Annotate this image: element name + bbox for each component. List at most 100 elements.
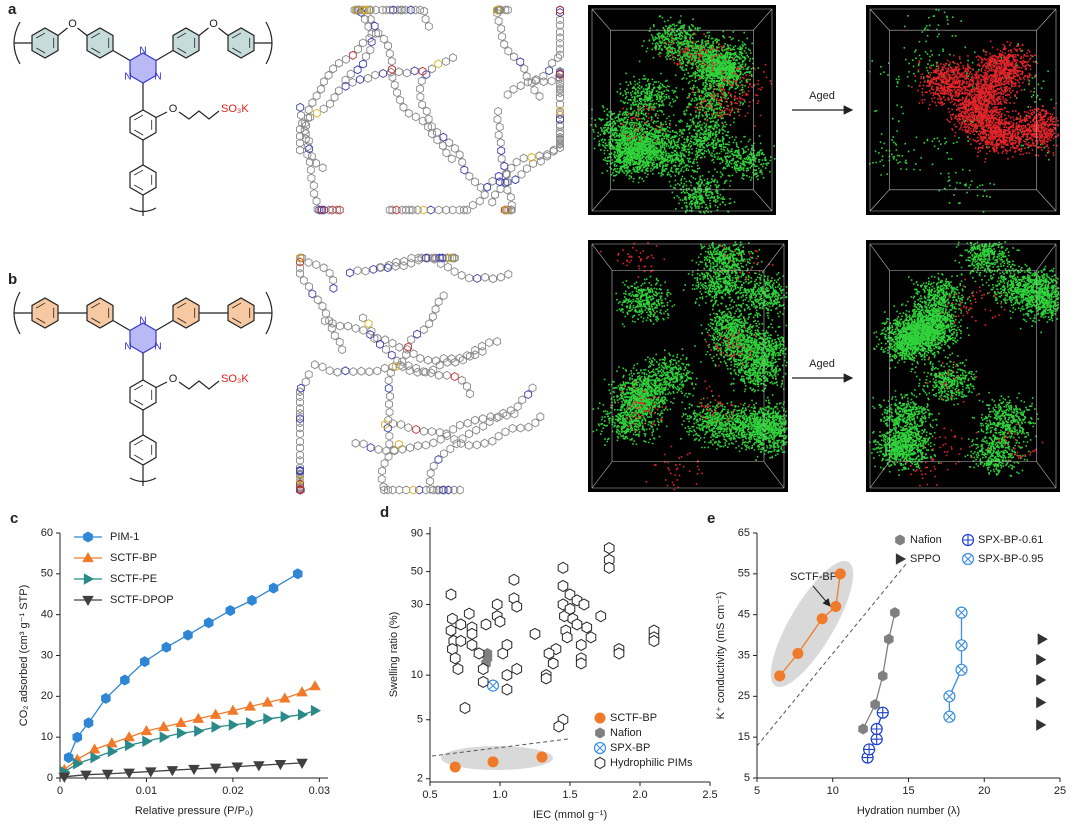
highlight bbox=[441, 746, 553, 770]
ring bbox=[129, 434, 157, 466]
marker bbox=[297, 708, 309, 721]
marker bbox=[890, 607, 900, 619]
y-tick-label: 0 bbox=[47, 772, 53, 784]
marker bbox=[585, 631, 597, 644]
marker-cross bbox=[877, 707, 889, 719]
bond bbox=[155, 381, 168, 389]
panel-label: b bbox=[8, 271, 17, 288]
marker bbox=[280, 710, 291, 723]
molecule-network bbox=[296, 253, 454, 495]
marker bbox=[480, 618, 492, 631]
marker bbox=[1036, 719, 1047, 731]
marker bbox=[487, 756, 499, 768]
marker bbox=[595, 610, 607, 623]
marker bbox=[203, 617, 214, 629]
series-line bbox=[64, 762, 303, 778]
marker bbox=[183, 629, 193, 641]
atom-o: O bbox=[169, 373, 178, 385]
marker bbox=[870, 733, 883, 746]
y-tick-label: 20 bbox=[41, 690, 53, 702]
series-line bbox=[63, 709, 316, 773]
y-tick-label: 50 bbox=[411, 566, 423, 578]
x-tick-label: 5 bbox=[754, 785, 760, 797]
marker bbox=[494, 615, 506, 628]
marker bbox=[188, 764, 200, 776]
marker bbox=[564, 602, 576, 615]
marker bbox=[144, 767, 157, 778]
ring bbox=[31, 27, 59, 59]
marker bbox=[955, 663, 968, 676]
marker bbox=[274, 759, 287, 771]
sulfonate: SO₃K bbox=[221, 373, 249, 385]
atom-o: O bbox=[169, 103, 178, 115]
series-line bbox=[68, 573, 299, 758]
marker bbox=[192, 712, 205, 723]
box-wireframe bbox=[591, 8, 773, 212]
marker bbox=[176, 727, 188, 739]
y-tick-label: 45 bbox=[738, 609, 750, 621]
x-tick-label: 1.0 bbox=[492, 789, 507, 801]
x-tick-label: 0 bbox=[57, 785, 63, 797]
x-tick-label: 1.5 bbox=[562, 789, 577, 801]
marker bbox=[211, 721, 222, 733]
x-tick-label: 0.5 bbox=[422, 789, 437, 801]
marker bbox=[278, 692, 291, 703]
ring bbox=[227, 27, 255, 59]
triazine bbox=[129, 52, 157, 84]
marker bbox=[603, 553, 615, 566]
marker bbox=[228, 719, 239, 731]
marker bbox=[231, 762, 244, 773]
annotation-arrow bbox=[812, 585, 831, 607]
x-tick-label: 20 bbox=[978, 785, 990, 797]
marker bbox=[82, 551, 94, 563]
marker bbox=[106, 737, 118, 748]
marker bbox=[792, 647, 804, 659]
x-tick-label: 25 bbox=[1054, 785, 1066, 797]
marker bbox=[123, 731, 135, 742]
y-tick-label: 30 bbox=[411, 598, 423, 610]
marker bbox=[536, 751, 548, 763]
y-tick-label: 90 bbox=[411, 528, 423, 540]
marker bbox=[603, 561, 615, 574]
marker bbox=[557, 579, 569, 593]
marker bbox=[603, 542, 615, 555]
box-wireframe bbox=[869, 8, 1057, 212]
marker bbox=[1037, 633, 1048, 645]
marker bbox=[594, 756, 606, 770]
y-tick-label: 15 bbox=[738, 731, 750, 743]
box-wireframe bbox=[869, 243, 1057, 489]
ring bbox=[31, 297, 59, 329]
atom-n: N bbox=[124, 342, 131, 353]
marker bbox=[159, 731, 170, 743]
ring bbox=[172, 297, 200, 329]
marker bbox=[508, 573, 520, 586]
marker bbox=[575, 657, 587, 670]
marker bbox=[1036, 696, 1047, 709]
marker bbox=[142, 735, 153, 748]
bond bbox=[112, 319, 131, 332]
atom-n: N bbox=[154, 72, 161, 83]
marker bbox=[529, 627, 541, 640]
marker bbox=[88, 743, 101, 754]
ring bbox=[129, 109, 157, 141]
atom-n: N bbox=[124, 72, 131, 83]
marker bbox=[244, 700, 256, 711]
marker bbox=[895, 553, 907, 565]
legend-label: SPX-BP bbox=[610, 742, 650, 754]
x-tick-label: 0.03 bbox=[309, 785, 330, 797]
marker-cross bbox=[957, 641, 966, 650]
atom-n: N bbox=[154, 342, 161, 353]
marker bbox=[72, 731, 83, 743]
marker bbox=[816, 613, 828, 625]
x-tick-label: 15 bbox=[902, 785, 914, 797]
marker bbox=[466, 638, 478, 651]
marker bbox=[310, 704, 322, 717]
bond bbox=[198, 27, 209, 36]
ring bbox=[86, 297, 114, 329]
bond bbox=[112, 49, 131, 62]
marker bbox=[73, 757, 84, 770]
marker bbox=[459, 701, 471, 715]
x-tick-label: 0.01 bbox=[136, 785, 157, 797]
panel-label: e bbox=[707, 510, 715, 527]
marker bbox=[58, 772, 71, 783]
